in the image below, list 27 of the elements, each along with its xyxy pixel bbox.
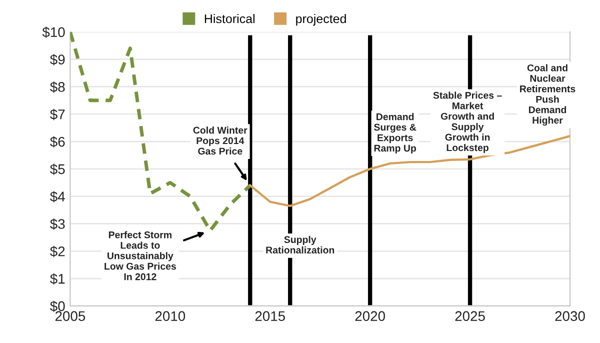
annotation: Perfect Storm Leads to Unsustainably Low Gas Prices In 2012: [104, 231, 176, 280]
y-tick-label: $10: [42, 26, 65, 38]
y-tick-label: $2: [50, 246, 65, 258]
y-tick-label: $0: [50, 300, 65, 312]
y-tick-label: $9: [50, 54, 65, 66]
y-tick-label: $1: [50, 273, 65, 285]
x-tick-label: 2015: [255, 311, 285, 322]
x-tick-label: 2010: [155, 311, 186, 322]
x-tick-label: 2030: [555, 311, 585, 322]
y-tick-label: $7: [50, 108, 65, 120]
line-series: [249, 134, 570, 208]
x-tick-label: 2025: [455, 311, 485, 322]
annotation: Demand Surges & Exports Ramp Up: [374, 113, 416, 154]
line-series: [70, 32, 252, 232]
annotation: Cold Winter Pops 2014 Gas Price: [193, 126, 248, 155]
legend-label: Historical: [204, 14, 254, 24]
y-tick-label: $5: [50, 164, 65, 175]
annotation: Stable Prices – Market Growth and Supply Growth in Lockstep: [433, 92, 502, 154]
x-tick-label: 2005: [55, 311, 86, 322]
annotation: Supply Rationalization: [266, 236, 334, 254]
y-tick-label: $8: [50, 81, 65, 93]
y-tick-label: $3: [50, 218, 65, 230]
annotation: Coal and Nuclear Retirements Push Demand Higher: [520, 64, 576, 126]
x-tick-label: 2020: [355, 311, 385, 322]
y-tick-label: $6: [50, 136, 65, 148]
y-tick-label: $4: [50, 191, 65, 202]
legend-label: projected: [296, 14, 346, 26]
